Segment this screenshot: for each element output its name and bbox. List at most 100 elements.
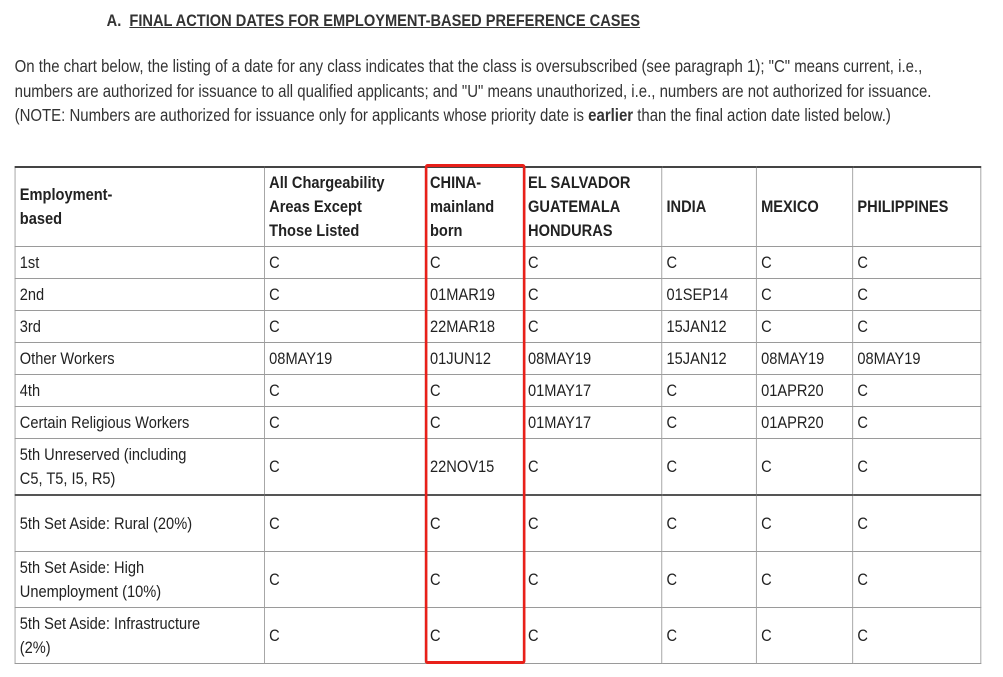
intro-paragraph: On the chart below, the listing of a dat… [15, 54, 980, 128]
table-cell: C [755, 310, 854, 343]
table-cell: 15JAN12 [661, 310, 757, 343]
table-cell: C [661, 406, 757, 439]
table-cell: C [661, 607, 757, 664]
table-row: 5th Set Aside: Infrastructure (2%) C C C C C C [14, 607, 982, 664]
intro-text: On the chart below, the listing of a dat… [14, 56, 932, 125]
table-cell: C [522, 551, 663, 608]
table-cell: C [755, 278, 854, 311]
table-cell: C [755, 494, 854, 552]
table-cell: 01MAY17 [522, 374, 663, 407]
row-label: Other Workers [14, 342, 265, 375]
intro-bold: earlier [588, 105, 634, 125]
row-label: 5th Set Aside: High Unemployment (10%) [14, 551, 265, 608]
table-cell: C [852, 278, 982, 311]
table-cell: C [755, 607, 854, 664]
column-header-label: All Chargeability Areas Except Those Lis… [269, 173, 385, 240]
table-cell: 01JUN12 [424, 342, 524, 375]
table-row: 2nd C 01MAR19 C 01SEP14 C C [14, 278, 982, 311]
table-cell: C [852, 406, 982, 439]
table-cell: C [661, 551, 757, 608]
table-cell: 08MAY19 [522, 342, 663, 375]
table-cell: C [852, 607, 982, 664]
table-cell: C [424, 494, 524, 552]
table-row: Other Workers 08MAY19 01JUN12 08MAY19 15JAN1… [14, 342, 982, 375]
table-cell: C [264, 310, 426, 343]
table-cell: 08MAY19 [264, 342, 426, 375]
table-cell: C [755, 246, 854, 279]
table-row: 5th Set Aside: Rural (20%) C C C C C C [14, 494, 982, 552]
table-cell: C [755, 438, 854, 496]
section-letter: A. [106, 11, 122, 30]
table-cell: 01SEP14 [661, 278, 757, 311]
table-cell: C [522, 278, 663, 311]
table-cell: C [522, 438, 663, 496]
table-cell: C [661, 494, 757, 552]
column-header: CHINA-mainland born [424, 166, 524, 247]
section-title: FINAL ACTION DATES FOR EMPLOYMENT-BASED … [129, 11, 641, 30]
table-cell: C [424, 406, 524, 439]
table-cell: C [522, 494, 663, 552]
table-cell: C [852, 246, 982, 279]
table-cell: C [661, 374, 757, 407]
table-cell: 01APR20 [755, 406, 854, 439]
table-cell: C [661, 438, 757, 496]
table-cell: C [522, 607, 663, 664]
table-cell: C [755, 551, 854, 608]
table-cell: C [264, 438, 426, 496]
final-action-dates-table: Employment-based All Chargeability Areas … [14, 166, 982, 664]
table-cell: C [522, 310, 663, 343]
table-cell: 22NOV15 [424, 438, 524, 496]
column-header: PHILIPPINES [852, 166, 982, 247]
row-label: 5th Unreserved (including C5, T5, I5, R5… [14, 438, 265, 496]
column-header: All Chargeability Areas Except Those Lis… [264, 166, 426, 247]
table-cell: 08MAY19 [755, 342, 854, 375]
table-cell: C [424, 607, 524, 664]
table-cell: 22MAR18 [424, 310, 524, 343]
table-cell: 01MAR19 [424, 278, 524, 311]
column-header-label: CHINA-mainland born [430, 173, 495, 240]
row-label: 3rd [14, 310, 265, 343]
table-cell: C [852, 438, 982, 496]
column-header: Employment-based [14, 166, 265, 247]
column-header: INDIA [661, 166, 757, 247]
column-header-label: Employment-based [19, 185, 113, 228]
table-cell: 15JAN12 [661, 342, 757, 375]
column-header-label: EL SALVADOR GUATEMALA HONDURAS [528, 173, 631, 240]
table-cell: C [264, 278, 426, 311]
table-cell: C [852, 374, 982, 407]
column-header-label: INDIA [666, 197, 707, 216]
column-header-label: MEXICO [761, 197, 819, 216]
table-cell: C [424, 246, 524, 279]
table-cell: C [424, 374, 524, 407]
row-label: Certain Religious Workers [14, 406, 265, 439]
table-cell: 01MAY17 [522, 406, 663, 439]
table-cell: C [264, 374, 426, 407]
table-cell: C [264, 494, 426, 552]
row-label: 1st [14, 246, 265, 279]
row-label: 5th Set Aside: Rural (20%) [14, 494, 265, 552]
table-row: 1st C C C C C C [14, 246, 982, 279]
row-label: 5th Set Aside: Infrastructure (2%) [14, 607, 265, 664]
table-cell: C [852, 310, 982, 343]
column-header: MEXICO [755, 166, 854, 247]
table-row: 5th Unreserved (including C5, T5, I5, R5… [14, 438, 982, 496]
table-row: 4th C C 01MAY17 C 01APR20 C [14, 374, 982, 407]
table-cell: C [852, 551, 982, 608]
column-header: EL SALVADOR GUATEMALA HONDURAS [522, 166, 663, 247]
table-cell: C [264, 551, 426, 608]
table-row: 5th Set Aside: High Unemployment (10%) C C… [14, 551, 982, 608]
table-cell: C [522, 246, 663, 279]
table-cell: 08MAY19 [852, 342, 982, 375]
table-cell: C [424, 551, 524, 608]
intro-text-end: than the final action date listed below.… [633, 105, 891, 125]
column-header-label: PHILIPPINES [857, 197, 949, 216]
row-label: 2nd [14, 278, 265, 311]
table-cell: 01APR20 [755, 374, 854, 407]
section-heading: A. FINAL ACTION DATES FOR EMPLOYMENT-BAS… [107, 11, 640, 31]
table-row: 3rd C 22MAR18 C 15JAN12 C C [14, 310, 982, 343]
table-row: Certain Religious Workers C C 01MAY17 C 01APR… [14, 406, 982, 439]
table-cell: C [661, 246, 757, 279]
table-cell: C [852, 494, 982, 552]
table-cell: C [264, 607, 426, 664]
table-cell: C [264, 406, 426, 439]
